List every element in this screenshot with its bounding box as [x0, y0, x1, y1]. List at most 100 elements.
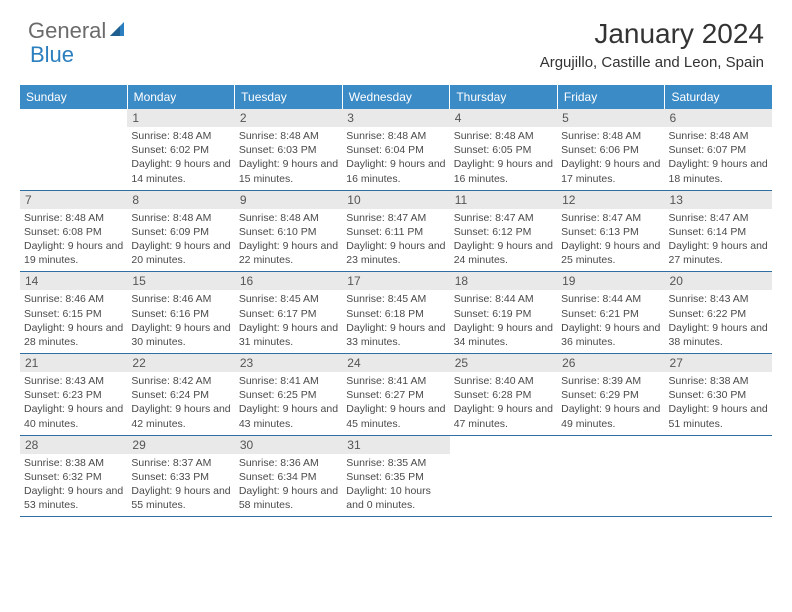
day-body: Sunrise: 8:44 AMSunset: 6:21 PMDaylight:…	[557, 290, 664, 353]
weeks-container: 1Sunrise: 8:48 AMSunset: 6:02 PMDaylight…	[20, 109, 772, 517]
sunrise-text: Sunrise: 8:48 AM	[669, 129, 768, 143]
day-body: Sunrise: 8:48 AMSunset: 6:02 PMDaylight:…	[127, 127, 234, 190]
day-cell: 13Sunrise: 8:47 AMSunset: 6:14 PMDayligh…	[665, 191, 772, 272]
day-cell: 28Sunrise: 8:38 AMSunset: 6:32 PMDayligh…	[20, 436, 127, 517]
day-cell: 19Sunrise: 8:44 AMSunset: 6:21 PMDayligh…	[557, 272, 664, 353]
day-body: Sunrise: 8:46 AMSunset: 6:15 PMDaylight:…	[20, 290, 127, 353]
sunset-text: Sunset: 6:02 PM	[131, 143, 230, 157]
day-cell: 8Sunrise: 8:48 AMSunset: 6:09 PMDaylight…	[127, 191, 234, 272]
day-cell: 15Sunrise: 8:46 AMSunset: 6:16 PMDayligh…	[127, 272, 234, 353]
day-number	[20, 109, 127, 127]
sunset-text: Sunset: 6:24 PM	[131, 388, 230, 402]
sunset-text: Sunset: 6:35 PM	[346, 470, 445, 484]
dow-friday: Friday	[558, 85, 666, 109]
day-number: 24	[342, 354, 449, 372]
day-cell: 5Sunrise: 8:48 AMSunset: 6:06 PMDaylight…	[557, 109, 664, 190]
day-body: Sunrise: 8:46 AMSunset: 6:16 PMDaylight:…	[127, 290, 234, 353]
day-number: 2	[235, 109, 342, 127]
day-body: Sunrise: 8:45 AMSunset: 6:18 PMDaylight:…	[342, 290, 449, 353]
dow-saturday: Saturday	[665, 85, 772, 109]
day-body: Sunrise: 8:48 AMSunset: 6:04 PMDaylight:…	[342, 127, 449, 190]
sunset-text: Sunset: 6:04 PM	[346, 143, 445, 157]
day-body: Sunrise: 8:43 AMSunset: 6:22 PMDaylight:…	[665, 290, 772, 353]
day-body: Sunrise: 8:35 AMSunset: 6:35 PMDaylight:…	[342, 454, 449, 517]
sunrise-text: Sunrise: 8:44 AM	[561, 292, 660, 306]
logo: General	[28, 18, 128, 44]
week-row: 1Sunrise: 8:48 AMSunset: 6:02 PMDaylight…	[20, 109, 772, 191]
sunrise-text: Sunrise: 8:40 AM	[454, 374, 553, 388]
sunrise-text: Sunrise: 8:48 AM	[24, 211, 123, 225]
sunset-text: Sunset: 6:18 PM	[346, 307, 445, 321]
day-number: 3	[342, 109, 449, 127]
sunset-text: Sunset: 6:09 PM	[131, 225, 230, 239]
sunset-text: Sunset: 6:16 PM	[131, 307, 230, 321]
calendar: Sunday Monday Tuesday Wednesday Thursday…	[20, 85, 772, 517]
day-cell: 18Sunrise: 8:44 AMSunset: 6:19 PMDayligh…	[450, 272, 557, 353]
sunrise-text: Sunrise: 8:47 AM	[669, 211, 768, 225]
day-number: 20	[665, 272, 772, 290]
day-cell: 17Sunrise: 8:45 AMSunset: 6:18 PMDayligh…	[342, 272, 449, 353]
sunset-text: Sunset: 6:11 PM	[346, 225, 445, 239]
daylight-text: Daylight: 9 hours and 51 minutes.	[669, 402, 768, 430]
daylight-text: Daylight: 9 hours and 27 minutes.	[669, 239, 768, 267]
daylight-text: Daylight: 9 hours and 34 minutes.	[454, 321, 553, 349]
dow-row: Sunday Monday Tuesday Wednesday Thursday…	[20, 85, 772, 109]
day-number: 5	[557, 109, 664, 127]
logo-text-blue: Blue	[30, 42, 74, 68]
daylight-text: Daylight: 9 hours and 38 minutes.	[669, 321, 768, 349]
sunrise-text: Sunrise: 8:41 AM	[239, 374, 338, 388]
daylight-text: Daylight: 9 hours and 19 minutes.	[24, 239, 123, 267]
day-body: Sunrise: 8:39 AMSunset: 6:29 PMDaylight:…	[557, 372, 664, 435]
daylight-text: Daylight: 10 hours and 0 minutes.	[346, 484, 445, 512]
sunset-text: Sunset: 6:15 PM	[24, 307, 123, 321]
day-cell: 22Sunrise: 8:42 AMSunset: 6:24 PMDayligh…	[127, 354, 234, 435]
sunrise-text: Sunrise: 8:47 AM	[561, 211, 660, 225]
day-number: 21	[20, 354, 127, 372]
sunrise-text: Sunrise: 8:48 AM	[239, 129, 338, 143]
day-cell: 21Sunrise: 8:43 AMSunset: 6:23 PMDayligh…	[20, 354, 127, 435]
daylight-text: Daylight: 9 hours and 28 minutes.	[24, 321, 123, 349]
day-number: 22	[127, 354, 234, 372]
sunset-text: Sunset: 6:12 PM	[454, 225, 553, 239]
month-title: January 2024	[540, 18, 764, 50]
daylight-text: Daylight: 9 hours and 17 minutes.	[561, 157, 660, 185]
day-number: 19	[557, 272, 664, 290]
day-body: Sunrise: 8:37 AMSunset: 6:33 PMDaylight:…	[127, 454, 234, 517]
day-number: 30	[235, 436, 342, 454]
sunrise-text: Sunrise: 8:35 AM	[346, 456, 445, 470]
day-cell: 6Sunrise: 8:48 AMSunset: 6:07 PMDaylight…	[665, 109, 772, 190]
day-cell: 24Sunrise: 8:41 AMSunset: 6:27 PMDayligh…	[342, 354, 449, 435]
day-cell: 14Sunrise: 8:46 AMSunset: 6:15 PMDayligh…	[20, 272, 127, 353]
day-body: Sunrise: 8:41 AMSunset: 6:27 PMDaylight:…	[342, 372, 449, 435]
day-number: 6	[665, 109, 772, 127]
day-cell: 1Sunrise: 8:48 AMSunset: 6:02 PMDaylight…	[127, 109, 234, 190]
sunrise-text: Sunrise: 8:44 AM	[454, 292, 553, 306]
day-body: Sunrise: 8:48 AMSunset: 6:09 PMDaylight:…	[127, 209, 234, 272]
week-row: 28Sunrise: 8:38 AMSunset: 6:32 PMDayligh…	[20, 436, 772, 518]
day-number: 29	[127, 436, 234, 454]
sunrise-text: Sunrise: 8:48 AM	[131, 211, 230, 225]
day-number	[557, 436, 664, 454]
day-number: 31	[342, 436, 449, 454]
day-body: Sunrise: 8:40 AMSunset: 6:28 PMDaylight:…	[450, 372, 557, 435]
day-cell: 16Sunrise: 8:45 AMSunset: 6:17 PMDayligh…	[235, 272, 342, 353]
day-cell: 26Sunrise: 8:39 AMSunset: 6:29 PMDayligh…	[557, 354, 664, 435]
daylight-text: Daylight: 9 hours and 53 minutes.	[24, 484, 123, 512]
sunrise-text: Sunrise: 8:39 AM	[561, 374, 660, 388]
daylight-text: Daylight: 9 hours and 33 minutes.	[346, 321, 445, 349]
day-body: Sunrise: 8:41 AMSunset: 6:25 PMDaylight:…	[235, 372, 342, 435]
sunset-text: Sunset: 6:13 PM	[561, 225, 660, 239]
day-cell	[557, 436, 664, 517]
day-cell	[20, 109, 127, 190]
sunrise-text: Sunrise: 8:38 AM	[24, 456, 123, 470]
day-number: 16	[235, 272, 342, 290]
sunrise-text: Sunrise: 8:47 AM	[346, 211, 445, 225]
day-number: 11	[450, 191, 557, 209]
dow-thursday: Thursday	[450, 85, 558, 109]
daylight-text: Daylight: 9 hours and 18 minutes.	[669, 157, 768, 185]
day-body: Sunrise: 8:47 AMSunset: 6:12 PMDaylight:…	[450, 209, 557, 272]
day-number: 28	[20, 436, 127, 454]
sunset-text: Sunset: 6:14 PM	[669, 225, 768, 239]
dow-wednesday: Wednesday	[343, 85, 451, 109]
sunrise-text: Sunrise: 8:45 AM	[239, 292, 338, 306]
